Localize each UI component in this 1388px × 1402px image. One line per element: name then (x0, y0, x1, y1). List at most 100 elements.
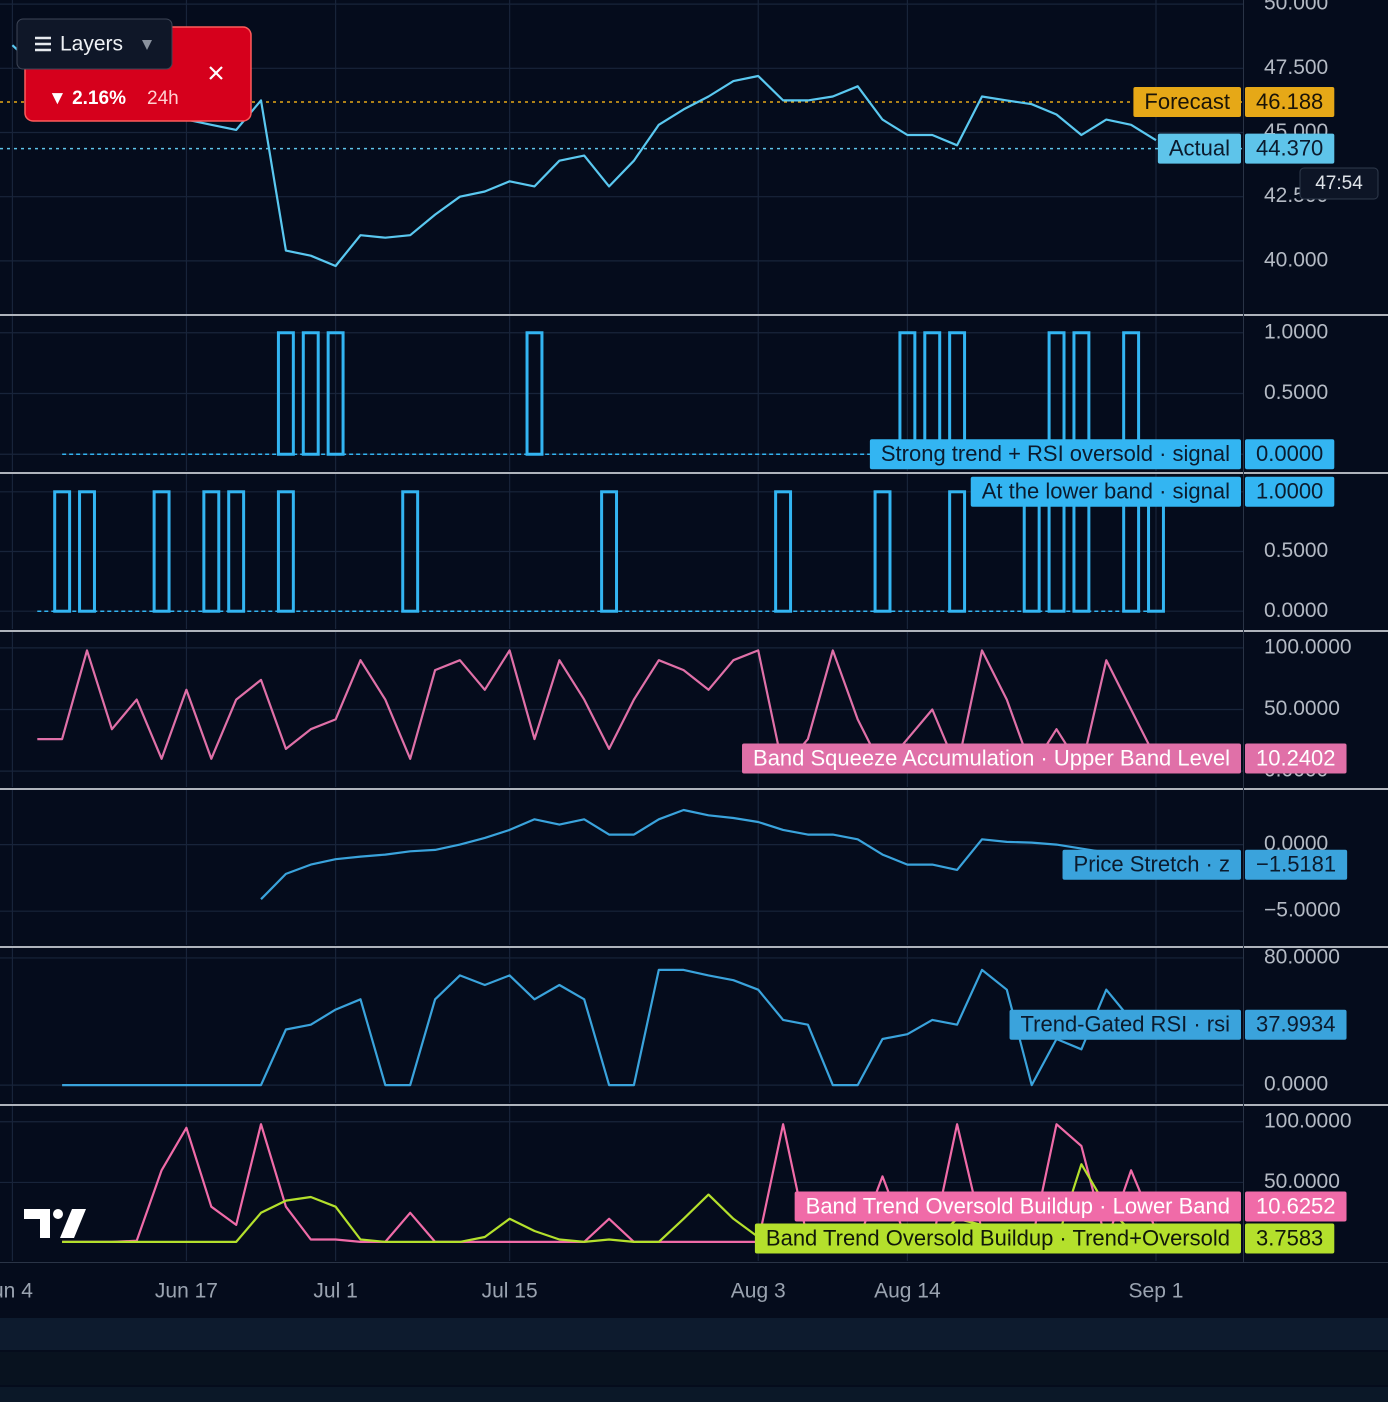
badge-value-bg (1245, 849, 1348, 880)
badge-value-bg (1245, 743, 1347, 774)
close-icon[interactable] (209, 66, 223, 80)
badge-name-bg (1133, 86, 1241, 117)
badge-name: Forecast (1144, 89, 1230, 114)
signal-bar (301, 331, 320, 456)
badge-name-bg (970, 476, 1241, 507)
badge-name-bg (794, 1191, 1241, 1222)
y-tick-label: 0.5000 (1264, 381, 1328, 404)
series-line (62, 1163, 1157, 1243)
price-badge: 1.0000 At the lower band · signal (970, 476, 1335, 507)
series-line (37, 649, 1157, 770)
y-tick-label: 0.0000 (1264, 599, 1328, 622)
x-tick-label: Aug 3 (731, 1280, 786, 1303)
y-tick-label: 50.0000 (1264, 697, 1340, 720)
badge-name: Price Stretch · z (1074, 852, 1230, 877)
badge-name: At the lower band · signal (982, 479, 1230, 504)
series-group (0, 44, 1243, 268)
y-tick-label: 0.5000 (1264, 539, 1328, 562)
layers-button[interactable]: Layers (16, 18, 173, 70)
badge-name-bg (1009, 1009, 1241, 1040)
price-badge: 10.2402 Band Squeeze Accumulation · Upper… (742, 743, 1347, 774)
badge-value: 37.9934 (1256, 1012, 1336, 1037)
badge-name-bg (1157, 133, 1241, 164)
signal-bar (227, 490, 246, 613)
badge-value-bg (1245, 1009, 1347, 1040)
price-badge: 0.0000 Strong trend + RSI oversold · sign… (869, 439, 1335, 470)
series-line (11, 44, 1157, 268)
countdown: 47:54 (1299, 167, 1379, 200)
signal-bar (326, 331, 345, 456)
overlays: ▼ 2.16% 24h Layers 47:54 (16, 0, 1379, 1262)
signal-bar (276, 490, 295, 613)
signal-bar (53, 490, 72, 613)
badge-name: Actual (1169, 135, 1230, 160)
y-tick-label: 0.0000 (1264, 1073, 1328, 1096)
badge-value: 1.0000 (1256, 479, 1323, 504)
badge-name: Strong trend + RSI oversold · signal (881, 441, 1230, 466)
price-badge: 44.370 Actual (1157, 133, 1335, 164)
series-group (260, 808, 1157, 900)
signal-bar (401, 490, 420, 613)
price-badge: 3.7583 Band Trend Oversold Buildup · Tren… (754, 1223, 1335, 1254)
price-badge: 37.9934 Trend-Gated RSI · rsi (1009, 1009, 1347, 1040)
signal-bar (78, 490, 96, 613)
y-tick-label: −5.0000 (1264, 899, 1341, 922)
signal-bar (202, 490, 221, 613)
badge-value: −1.5181 (1256, 852, 1336, 877)
badge-value-bg (1245, 1191, 1347, 1222)
y-tick-label: 0.0000 (1264, 832, 1328, 855)
y-tick-label: 40.000 (1264, 248, 1328, 271)
badge-name-bg (869, 439, 1241, 470)
badge-name: Band Trend Oversold Buildup · Lower Band (806, 1193, 1230, 1218)
signal-bar (152, 490, 171, 613)
x-tick-label: un 4 (0, 1280, 33, 1303)
series-line (62, 968, 1157, 1087)
signal-bar (600, 490, 619, 613)
x-tick-label: Jul 1 (313, 1280, 357, 1303)
price-badge: −1.5181 Price Stretch · z (1062, 849, 1348, 880)
badge-name: Band Trend Oversold Buildup · Trend+Over… (766, 1225, 1230, 1250)
price-badge: 46.188 Forecast (1133, 86, 1335, 117)
badge-value-bg (1245, 133, 1335, 164)
y-tick-label: 100.0000 (1264, 635, 1352, 658)
series-line (260, 808, 1157, 900)
series-group (62, 968, 1157, 1087)
bottom-strip (0, 1352, 1388, 1385)
price-badge: 10.6252 Band Trend Oversold Buildup · Low… (794, 1191, 1347, 1222)
badge-value-bg (1245, 476, 1335, 507)
signal-bar (948, 490, 967, 613)
ticker-period: 24h (147, 88, 179, 109)
countdown-text: 47:54 (1315, 173, 1363, 194)
bottom-strip (0, 1318, 1388, 1350)
badge-value-bg (1245, 86, 1335, 117)
badge-value-bg (1245, 439, 1335, 470)
badge-value: 3.7583 (1256, 1225, 1323, 1250)
badge-value: 0.0000 (1256, 441, 1323, 466)
pane: 0.0000 80.0000 (0, 945, 1340, 1103)
pane: −5.0000 0.0000 (0, 790, 1341, 945)
series-group (37, 490, 1165, 613)
x-tick-label: Sep 1 (1129, 1280, 1184, 1303)
y-tick-label: 50.000 (1264, 0, 1328, 15)
signal-bar (873, 490, 892, 613)
ticker-change: ▼ 2.16% (48, 88, 126, 109)
x-tick-label: Jun 17 (155, 1280, 218, 1303)
pane: 0.0000 0.5000 1.0000 (0, 474, 1328, 629)
badge-name-bg (754, 1223, 1241, 1254)
badge-name: Trend-Gated RSI · rsi (1021, 1012, 1230, 1037)
y-tick-label: 50.0000 (1264, 1170, 1340, 1193)
series-group (37, 649, 1157, 770)
layers-label[interactable]: Layers (60, 33, 123, 56)
y-tick-label: 80.0000 (1264, 945, 1340, 968)
badge-value: 44.370 (1256, 135, 1323, 160)
signal-bar (276, 331, 295, 456)
y-tick-label: 1.0000 (1264, 320, 1328, 343)
badge-value: 46.188 (1256, 89, 1323, 114)
bottom-strip (0, 1387, 1388, 1402)
signal-bar (774, 490, 793, 613)
badge-name: Band Squeeze Accumulation · Upper Band L… (753, 745, 1230, 770)
y-tick-label: 47.500 (1264, 56, 1328, 79)
